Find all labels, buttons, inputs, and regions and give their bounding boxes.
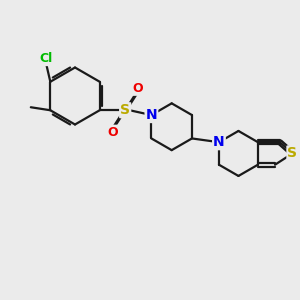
Text: S: S — [120, 103, 130, 117]
Text: N: N — [213, 135, 225, 149]
Text: N: N — [146, 108, 157, 122]
Text: Cl: Cl — [39, 52, 52, 65]
Text: O: O — [132, 82, 143, 95]
Text: O: O — [108, 126, 118, 139]
Text: S: S — [287, 146, 297, 161]
